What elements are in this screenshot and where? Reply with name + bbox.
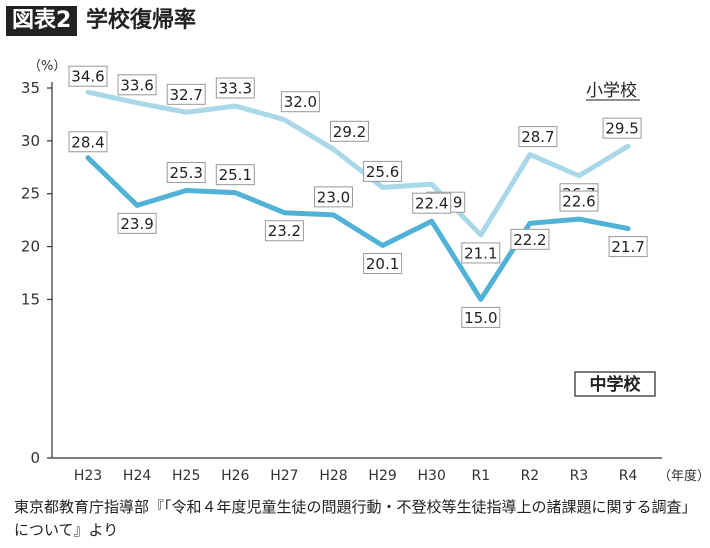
data-label-junior-high: 25.1	[219, 166, 252, 184]
x-tick-label: H28	[319, 468, 347, 484]
data-label-junior-high: 23.2	[268, 222, 301, 240]
data-label-junior-high: 28.4	[71, 133, 104, 151]
data-label-junior-high: 23.9	[120, 215, 153, 233]
data-label-box	[215, 164, 255, 186]
data-label-junior-high: 15.0	[464, 309, 497, 327]
data-label-elementary: 29.2	[333, 123, 366, 141]
y-tick-label: 0	[30, 449, 40, 467]
x-tick-label: H24	[123, 468, 151, 484]
data-label-box	[518, 126, 558, 148]
series-line-elementary	[85, 89, 631, 238]
data-label-box	[68, 65, 108, 87]
data-label-box	[330, 120, 369, 142]
series-line-junior-high	[85, 155, 631, 302]
x-tick-label: R4	[619, 468, 638, 484]
data-label-box	[363, 160, 403, 182]
data-label-junior-high: 20.1	[366, 255, 399, 273]
data-label-elementary: 34.6	[71, 68, 104, 86]
data-label-box	[602, 117, 642, 139]
y-tick-label: 30	[21, 132, 40, 150]
data-label-box	[117, 74, 157, 96]
data-label-elementary: 33.3	[219, 79, 252, 97]
data-label-box	[363, 253, 403, 275]
figure-header: 図表2 学校復帰率	[0, 0, 710, 40]
data-label-elementary: 28.7	[521, 128, 554, 146]
data-label-box	[166, 83, 206, 105]
data-label-box	[117, 212, 157, 234]
data-label-box	[608, 236, 648, 258]
figure-title: 学校復帰率	[86, 8, 197, 33]
x-tick-label: R2	[521, 468, 540, 484]
y-tick-label: 25	[21, 185, 40, 203]
x-tick-label: H25	[172, 468, 200, 484]
data-label-box	[461, 306, 501, 328]
y-axis-unit: （%）	[28, 59, 66, 74]
series-label-box	[574, 371, 656, 397]
data-label-junior-high: 22.2	[513, 231, 546, 249]
data-label-junior-high: 25.3	[169, 164, 202, 182]
x-tick-label: R1	[471, 468, 490, 484]
data-label-box	[559, 190, 599, 212]
data-label-box	[412, 192, 452, 214]
series-label-junior-high: 中学校	[590, 374, 642, 395]
data-label-junior-high: 23.0	[317, 188, 350, 206]
x-tick-label: H27	[270, 468, 298, 484]
data-label-box	[280, 91, 320, 113]
data-label-elementary: 21.1	[464, 244, 497, 262]
data-label-box	[166, 162, 206, 184]
data-label-elementary: 32.7	[169, 86, 202, 104]
y-tick-label: 35	[21, 79, 40, 97]
data-label-box	[314, 186, 353, 208]
y-tick-label: 20	[21, 238, 40, 256]
x-tick-label: H23	[74, 468, 102, 484]
data-label-junior-high: 22.6	[562, 193, 595, 211]
figure-badge: 図表2	[6, 6, 78, 36]
data-label-junior-high: 21.7	[611, 238, 644, 256]
series-label-elementary: 小学校	[586, 81, 637, 101]
x-axis-unit: （年度）	[658, 468, 710, 484]
source-note: 東京都教育庁指導部『「令和４年度児童生徒の問題行動・不登校等生徒指導上の諸課題に…	[14, 498, 697, 539]
data-label-box	[264, 220, 304, 242]
data-label-junior-high: 22.4	[415, 195, 448, 213]
x-tick-label: H26	[221, 468, 249, 484]
x-tick-label: H29	[368, 468, 396, 484]
data-label-box	[215, 77, 255, 99]
x-tick-label: R3	[570, 468, 589, 484]
y-tick-label: 15	[21, 290, 40, 308]
data-label-box	[68, 131, 108, 153]
data-label-elementary: 25.6	[366, 163, 399, 181]
data-label-elementary: 32.0	[284, 93, 317, 111]
data-label-elementary: 33.6	[120, 76, 153, 94]
x-tick-label: H30	[418, 468, 446, 484]
data-label-box	[461, 242, 501, 264]
data-label-elementary: 29.5	[605, 120, 638, 138]
data-label-box	[510, 228, 550, 250]
